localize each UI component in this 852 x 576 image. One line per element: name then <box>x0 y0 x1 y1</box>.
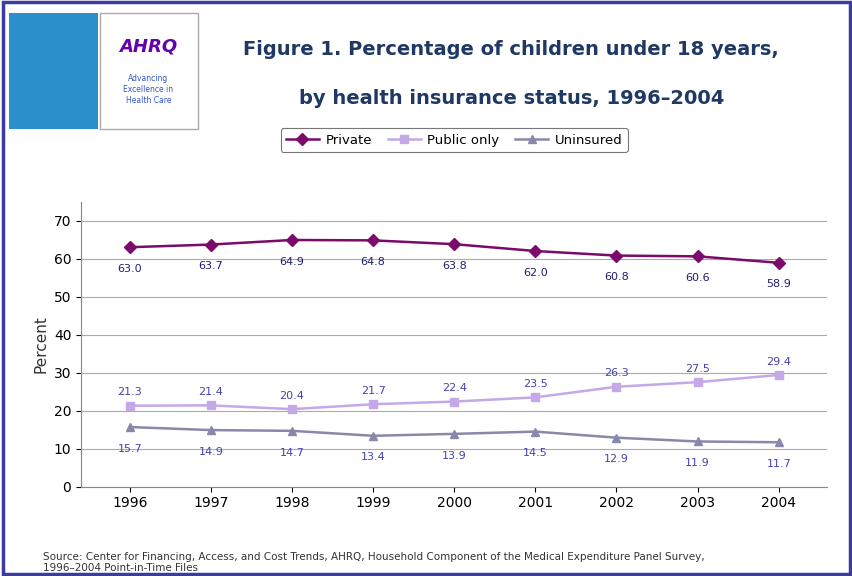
Text: 13.4: 13.4 <box>360 452 385 463</box>
Text: 23.5: 23.5 <box>522 379 547 389</box>
Text: 58.9: 58.9 <box>765 279 791 290</box>
Text: 12.9: 12.9 <box>603 454 628 464</box>
Text: 14.5: 14.5 <box>522 448 547 458</box>
Text: 11.7: 11.7 <box>765 459 790 469</box>
Text: by health insurance status, 1996–2004: by health insurance status, 1996–2004 <box>298 89 723 108</box>
FancyBboxPatch shape <box>100 13 198 129</box>
Text: 29.4: 29.4 <box>765 357 791 366</box>
Text: 21.7: 21.7 <box>360 386 385 396</box>
Text: 26.3: 26.3 <box>603 369 628 378</box>
Text: Figure 1. Percentage of children under 18 years,: Figure 1. Percentage of children under 1… <box>243 40 778 59</box>
Text: 21.3: 21.3 <box>118 388 142 397</box>
Text: 11.9: 11.9 <box>684 458 709 468</box>
Text: 27.5: 27.5 <box>684 364 709 374</box>
Text: 62.0: 62.0 <box>522 268 547 278</box>
Text: 14.7: 14.7 <box>279 448 304 457</box>
Text: 64.8: 64.8 <box>360 257 385 267</box>
Text: 15.7: 15.7 <box>118 444 142 454</box>
Text: 63.0: 63.0 <box>118 264 141 274</box>
Text: 14.9: 14.9 <box>199 447 223 457</box>
Legend: Private, Public only, Uninsured: Private, Public only, Uninsured <box>280 128 627 152</box>
Text: Source: Center for Financing, Access, and Cost Trends, AHRQ, Household Component: Source: Center for Financing, Access, an… <box>43 552 704 573</box>
Text: 64.9: 64.9 <box>279 257 304 267</box>
Text: 20.4: 20.4 <box>279 391 304 401</box>
Text: 60.8: 60.8 <box>603 272 628 282</box>
Text: 63.7: 63.7 <box>199 262 223 271</box>
Text: 60.6: 60.6 <box>684 273 709 283</box>
Text: Advancing
Excellence in
Health Care: Advancing Excellence in Health Care <box>124 74 173 105</box>
Text: 13.9: 13.9 <box>441 450 466 461</box>
Text: 22.4: 22.4 <box>441 383 466 393</box>
Text: 21.4: 21.4 <box>199 387 223 397</box>
Y-axis label: Percent: Percent <box>33 315 48 373</box>
FancyBboxPatch shape <box>9 13 98 129</box>
Text: AHRQ: AHRQ <box>119 37 177 55</box>
Text: 63.8: 63.8 <box>441 261 466 271</box>
